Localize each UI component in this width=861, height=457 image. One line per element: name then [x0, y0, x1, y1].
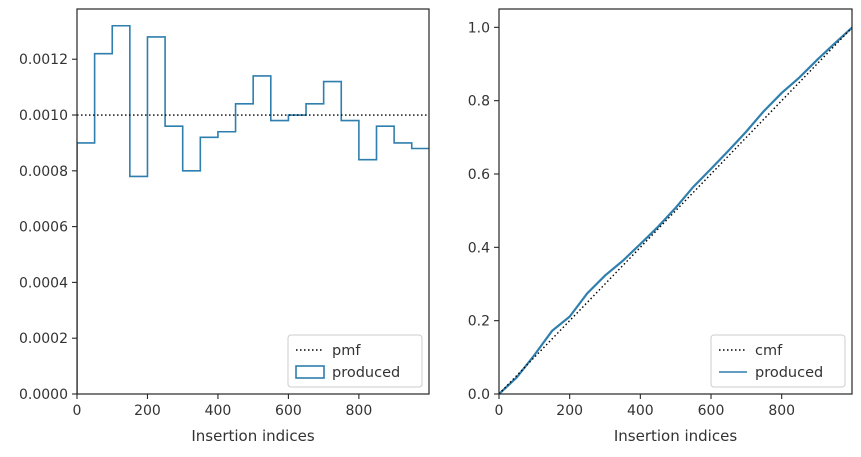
x-tick-label: 0 — [73, 403, 82, 419]
y-tick-label: 0.2 — [468, 314, 490, 330]
legend-label-produced: produced — [332, 365, 400, 381]
x-tick-label: 400 — [627, 403, 654, 419]
legend-label-cmf: cmf — [755, 343, 783, 359]
y-tick-label: 0.0008 — [19, 164, 68, 180]
legend: cmf produced — [710, 334, 846, 388]
y-tick-label: 0.0002 — [19, 331, 68, 347]
y-tick-label: 1.0 — [468, 20, 490, 36]
legend-swatch-produced — [295, 365, 325, 379]
series-produced-line — [499, 26, 852, 394]
x-tick-label: 600 — [698, 403, 725, 419]
cmf-line-chart: 0 200 400 600 800 0.0 0.2 0.4 0.6 0.8 1.0 Insertion… — [468, 8, 853, 445]
legend-label-pmf: pmf — [332, 343, 361, 359]
pmf-histogram-chart: 0 200 400 600 800 0.0000 0.0002 0.0004 0.0006 0.0… — [19, 8, 430, 445]
y-tick-label: 0.8 — [468, 94, 490, 110]
y-tick-label: 0.0006 — [19, 220, 68, 236]
plot-area — [499, 26, 852, 394]
legend: pmf produced — [287, 334, 423, 388]
x-axis-label: Insertion indices — [614, 427, 737, 445]
y-tick-label: 0.0004 — [19, 275, 68, 291]
x-tick-label: 0 — [495, 403, 504, 419]
series-cmf-line — [499, 26, 852, 394]
y-tick-label: 0.4 — [468, 240, 490, 256]
x-tick-label: 400 — [205, 403, 232, 419]
y-tick-label: 0.6 — [468, 167, 490, 183]
y-tick-label: 0.0012 — [19, 52, 68, 68]
legend-box — [710, 334, 846, 388]
x-tick-label: 200 — [134, 403, 161, 419]
x-tick-label: 600 — [275, 403, 302, 419]
x-tick-label: 800 — [768, 403, 795, 419]
x-axis-label: Insertion indices — [191, 427, 314, 445]
axes-frame — [498, 8, 853, 395]
x-tick-label: 800 — [346, 403, 373, 419]
legend-label-produced: produced — [755, 365, 823, 381]
legend-box — [287, 334, 423, 388]
series-produced-step — [77, 24, 429, 394]
axes-frame — [76, 8, 430, 395]
x-tick-label: 200 — [556, 403, 583, 419]
y-tick-label: 0.0 — [468, 387, 490, 403]
y-tick-label: 0.0000 — [19, 387, 68, 403]
y-tick-label: 0.0010 — [19, 108, 68, 124]
plot-area — [77, 24, 429, 394]
